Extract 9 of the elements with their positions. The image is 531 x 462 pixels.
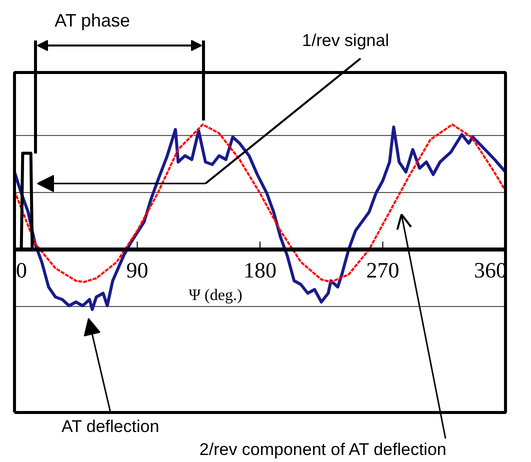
x-axis-title: Ψ (deg.): [188, 287, 242, 304]
text: AT deflection: [62, 417, 160, 436]
x-tick-label: 90: [126, 258, 148, 282]
x-tick-label: 270: [366, 258, 400, 282]
x-tick-label: 0: [16, 258, 27, 282]
x-tick-label: 180: [244, 258, 276, 282]
text: AT phase: [54, 10, 130, 30]
text: 2/rev component of AT deflection: [199, 440, 446, 459]
text: 1/rev signal: [302, 31, 389, 50]
